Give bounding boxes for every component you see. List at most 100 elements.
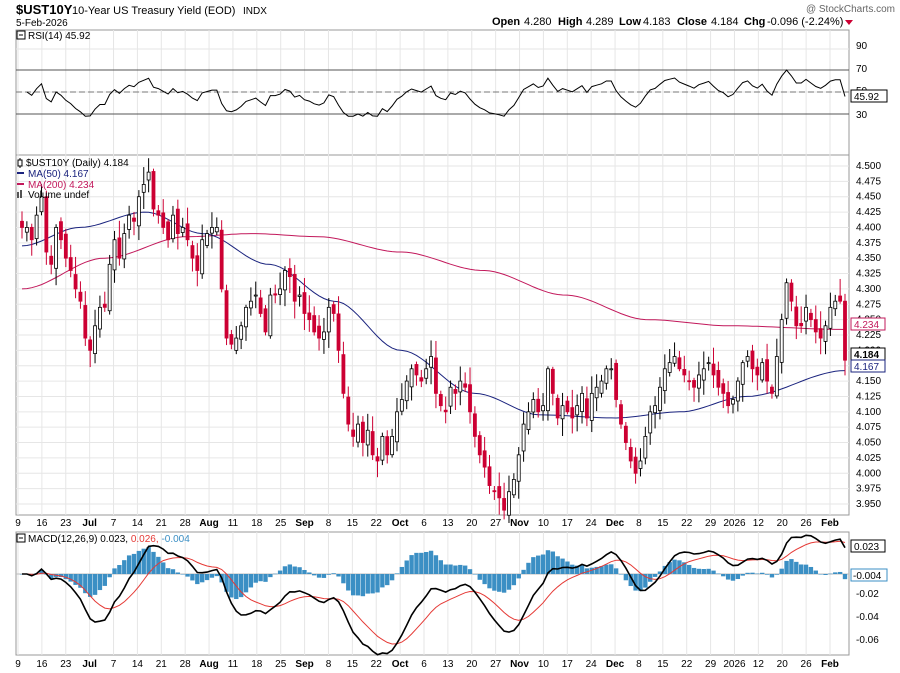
chg-label: Chg [744,16,765,28]
candle-body [594,386,599,399]
histogram-bar [161,562,166,574]
histogram-bar [545,550,551,574]
candle [643,426,648,465]
histogram-bar [808,566,814,574]
histogram-bar [560,558,565,574]
candle-body [54,227,58,269]
candle [789,279,794,312]
histogram-bar [282,566,288,574]
candle [804,294,808,335]
histogram-bar [316,574,322,578]
candle [667,349,672,377]
candle [409,364,414,401]
candle [24,221,29,242]
candle [706,356,711,371]
histogram-bar [253,574,258,583]
histogram-bar [165,568,171,574]
candle-body [244,306,248,328]
candle [49,245,54,275]
x-tick-label: Nov [510,518,529,529]
histogram-bar [433,555,439,574]
candle-body [351,429,356,437]
candle-body [161,212,166,228]
candle [346,386,351,432]
candle-body [550,368,555,394]
histogram-bar [794,561,799,574]
histogram-bar [326,574,331,575]
candle-body [706,362,711,365]
x-tick-label: 9 [15,659,21,670]
histogram-bar [97,574,103,591]
candle-body [399,399,404,412]
histogram-bar [750,572,755,574]
candle-icon-body [17,159,23,167]
histogram-bar [229,574,234,598]
ma200-tag [850,317,886,331]
candle [360,416,365,457]
candle-body [63,233,68,259]
legend-text: MA(200) 4.234 [28,180,95,191]
candle [370,416,375,461]
candle [492,486,497,500]
histogram-bar [404,560,409,574]
x-tick-label: 7 [111,518,117,529]
histogram-bar [102,574,107,586]
histogram-bar [701,569,706,574]
candle-body [24,227,29,233]
candle [380,432,385,466]
candle-body [102,303,107,308]
candle-body [219,229,224,290]
candle-body [44,196,49,253]
candle [682,355,687,383]
candle-body [360,421,365,443]
collapse-box-icon[interactable] [16,30,26,40]
candle [472,406,477,448]
candle [429,340,433,385]
x-tick-label: 11 [228,518,239,529]
candle [745,350,750,368]
x-tick-label: Dec [606,659,625,670]
candle [458,366,463,406]
macd-label-prefix: MACD(12,26,9) [28,534,97,545]
candle-body [716,370,721,388]
candle [468,367,472,424]
histogram-bar [180,574,185,575]
candle-body [292,274,297,302]
candle [526,402,531,435]
collapse-box-icon[interactable] [16,533,26,543]
candle [565,396,570,415]
candle-body [828,306,833,329]
legend-item: MA(50) 4.167 [17,169,89,180]
histogram-bar [409,555,414,574]
candle-body [375,456,380,462]
chart-header: $UST10Y 10-Year US Treasury Yield (EOD) … [16,2,895,29]
candle-body [34,214,39,240]
histogram-bar [336,574,341,577]
candle-body [424,368,429,379]
candle [322,317,326,354]
candle [594,374,599,412]
price-tick: 4.350 [856,253,881,264]
rsi-current-tag [850,89,888,103]
candle-body [365,429,370,446]
candle [502,482,507,520]
candle-body [171,214,175,240]
candle [185,207,190,247]
candle-body [127,214,132,230]
candle [224,284,229,346]
candle-body [200,239,205,275]
candle-body [604,368,609,384]
candle [735,377,740,412]
candle-body [210,227,214,234]
candle [453,384,458,410]
candle [399,383,404,416]
x-tick-label: 21 [156,518,168,529]
histogram-bar [691,567,697,574]
histogram-bar [764,574,770,575]
candle-body [336,313,341,351]
candle [317,315,321,351]
x-tick-label: 14 [132,659,144,670]
candle-body [472,413,477,437]
x-tick-label: 25 [275,659,287,670]
